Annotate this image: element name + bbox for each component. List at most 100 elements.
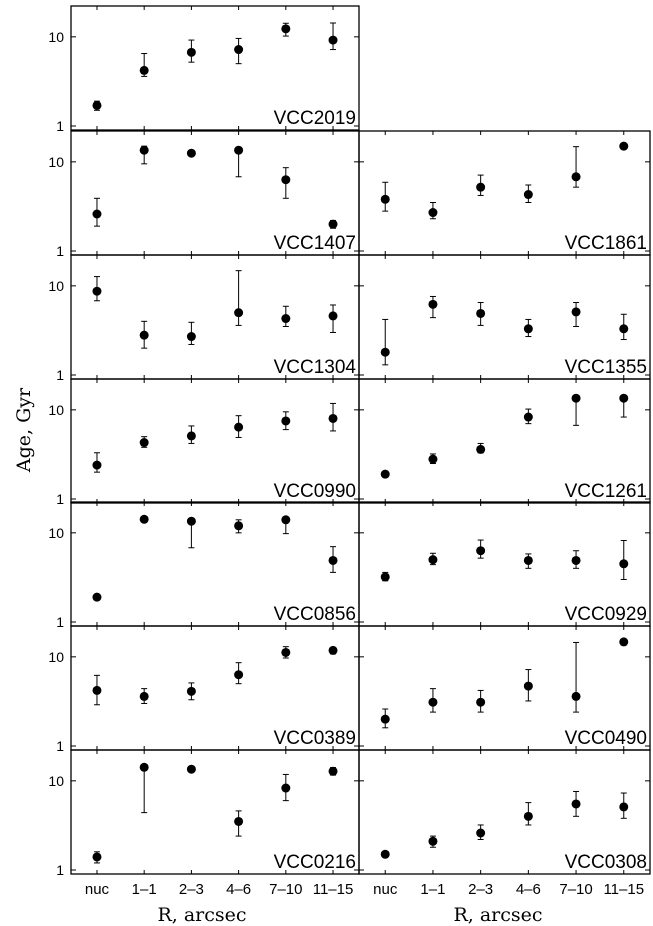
x-tick-label: 7–10 <box>269 881 302 898</box>
data-point <box>139 762 149 772</box>
data-point <box>476 308 486 318</box>
x-tick-label: 2–3 <box>179 881 204 898</box>
panel-name: VCC0216 <box>274 852 356 873</box>
data-point <box>328 555 338 565</box>
data-point <box>139 65 149 75</box>
panel-name: VCC1407 <box>274 233 356 254</box>
data-point <box>571 307 581 317</box>
data-point <box>139 514 149 524</box>
data-point <box>571 691 581 701</box>
data-point <box>234 145 244 155</box>
panel-frame <box>358 378 651 504</box>
data-point <box>281 783 291 793</box>
data-point <box>476 182 486 192</box>
data-point <box>428 836 438 846</box>
panel-vcc0308: VCC0308 <box>358 749 651 875</box>
data-point <box>523 681 533 691</box>
data-point <box>234 670 244 680</box>
data-point <box>380 347 390 357</box>
panel-name: VCC0389 <box>274 728 356 749</box>
panel-vcc1261: VCC1261 <box>358 378 651 504</box>
data-point <box>523 190 533 200</box>
data-point <box>428 299 438 309</box>
panel-vcc0389: 1 10 VCC0389 <box>48 625 360 754</box>
panel-vcc1407: 1 10 VCC1407 <box>48 130 360 259</box>
data-point <box>186 431 196 441</box>
y-tick-label: 1 <box>56 243 64 259</box>
panel-name: VCC0856 <box>274 604 356 625</box>
y-tick-label: 10 <box>48 649 64 665</box>
panel-name: VCC1304 <box>274 357 357 378</box>
data-point <box>476 828 486 838</box>
y-tick-label: 1 <box>56 491 64 507</box>
data-point <box>380 194 390 204</box>
data-point <box>328 413 338 423</box>
data-point <box>139 438 149 448</box>
x-tick-label: 4–6 <box>516 881 541 898</box>
data-point <box>234 308 244 318</box>
data-point <box>139 145 149 155</box>
panel-vcc2019: 1 10 VCC2019 <box>48 5 360 134</box>
panel-vcc1355: VCC1355 <box>358 254 651 380</box>
data-point <box>619 802 629 812</box>
panel-vcc0929: VCC0929 <box>358 501 651 627</box>
panel-vcc0990: 1 10 VCC0990 <box>48 378 360 507</box>
y-tick-label: 1 <box>56 118 64 134</box>
y-tick-label: 1 <box>56 614 64 630</box>
data-point <box>92 460 102 470</box>
panel-name: VCC1355 <box>565 357 647 378</box>
data-point <box>281 416 291 426</box>
data-point <box>186 332 196 342</box>
data-point <box>92 209 102 219</box>
x-tick-label: nuc <box>85 881 110 898</box>
y-tick-label: 1 <box>56 862 64 878</box>
data-point <box>523 555 533 565</box>
data-point <box>523 811 533 821</box>
data-point <box>523 324 533 334</box>
data-point <box>328 35 338 45</box>
y-tick-label: 10 <box>48 525 64 541</box>
data-point <box>619 559 629 569</box>
y-tick-label: 10 <box>48 773 64 789</box>
data-point <box>328 766 338 776</box>
x-tick-label: 1–1 <box>132 881 157 898</box>
y-tick-label: 10 <box>48 154 64 170</box>
x-tick-label: 1–1 <box>420 881 445 898</box>
data-point <box>328 219 338 229</box>
data-point <box>92 685 102 695</box>
y-axis-label: Age, Gyr <box>13 387 35 473</box>
data-point <box>571 555 581 565</box>
panel-name: VCC0490 <box>565 728 647 749</box>
panel-name: VCC0308 <box>565 852 647 873</box>
panel-name: VCC0929 <box>565 604 647 625</box>
data-point <box>428 454 438 464</box>
data-point <box>380 849 390 859</box>
data-point <box>281 175 291 185</box>
data-point <box>328 311 338 321</box>
data-point <box>619 393 629 403</box>
data-point <box>476 697 486 707</box>
panel-frame <box>70 5 360 131</box>
data-point <box>92 852 102 862</box>
panel-vcc1304: 1 10 VCC1304 <box>48 254 360 383</box>
data-point <box>619 141 629 151</box>
data-point <box>523 412 533 422</box>
data-point <box>92 100 102 110</box>
data-point <box>380 572 390 582</box>
panel-vcc0856: 1 10 VCC0856 <box>48 501 360 630</box>
data-point <box>571 172 581 182</box>
data-point <box>380 469 390 479</box>
data-point <box>139 691 149 701</box>
data-point <box>428 697 438 707</box>
data-point <box>476 546 486 556</box>
x-tick-label: 11–15 <box>313 881 354 898</box>
data-point <box>428 208 438 218</box>
panel-name: VCC2019 <box>274 108 356 129</box>
data-point <box>139 330 149 340</box>
y-tick-label: 1 <box>56 738 64 754</box>
panel-vcc1861: VCC1861 <box>358 130 651 256</box>
data-point <box>234 422 244 432</box>
data-point <box>328 645 338 655</box>
panel-name: VCC1861 <box>565 233 647 254</box>
